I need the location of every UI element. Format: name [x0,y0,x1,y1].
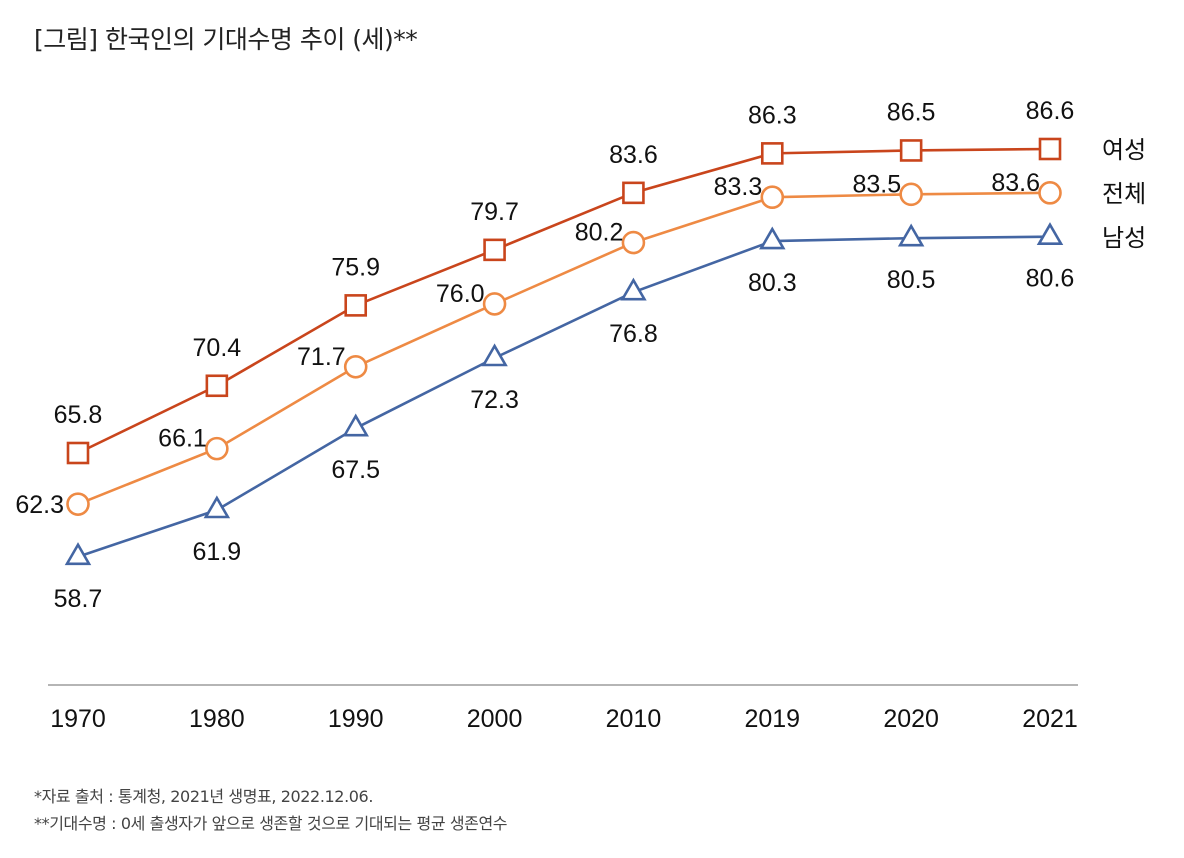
x-tick-label: 1990 [328,705,384,733]
circle-marker [760,185,785,210]
circle-marker [621,230,646,255]
triangle-marker [897,223,925,247]
x-tick-label: 1970 [50,705,106,733]
series-line-female [77,147,1051,455]
data-label-female: 70.4 [193,334,242,362]
triangle-marker [342,413,369,437]
data-label-male: 72.3 [470,386,519,414]
square-marker [483,238,506,262]
series-line-male [77,235,1051,559]
series-layer: 65.8 70.4 75.9 79.7 83.6 86.3 86.5 86.6 62.3 66.1… [15,97,1074,613]
circle-marker [205,436,229,461]
data-label-male: 80.5 [887,266,936,294]
data-label-total: 83.6 [991,169,1040,197]
data-label-female: 86.6 [1026,97,1075,125]
x-tick-label: 2019 [744,705,800,733]
data-label-male: 76.8 [609,320,658,348]
triangle-marker [481,343,508,367]
triangle-marker [203,495,231,519]
legend-item-male: 남성 [1102,224,1146,252]
data-label-total: 83.5 [852,170,901,198]
legend-item-female: 여성 [1102,136,1146,164]
data-label-total: 62.3 [15,491,64,519]
data-label-total: 83.3 [714,173,763,201]
square-marker [66,441,90,465]
x-tick-label: 1980 [189,705,245,733]
triangle-marker [759,226,786,250]
data-label-total: 80.2 [575,219,624,247]
data-label-female: 79.7 [470,198,519,226]
data-label-total: 66.1 [158,425,207,453]
x-tick-label: 2021 [1022,705,1078,733]
data-label-female: 65.8 [54,401,103,429]
square-marker [899,139,923,162]
series-line-total [77,191,1051,506]
data-label-female: 75.9 [331,253,380,281]
x-tick-label: 2010 [606,705,662,733]
data-label-female: 83.6 [609,141,658,169]
square-marker [622,181,645,205]
circle-marker [343,354,368,379]
circle-marker [1038,181,1062,205]
data-label-male: 67.5 [331,456,380,484]
triangle-marker [1036,222,1064,245]
circle-marker [899,182,923,207]
triangle-marker [64,542,92,566]
x-tick-labels: 1970 1980 1990 2000 2010 2019 2020 2021 [50,705,1078,733]
square-marker [344,294,368,317]
data-label-female: 86.3 [748,101,797,129]
triangle-marker [620,277,647,301]
x-tick-label: 2020 [883,705,939,733]
square-marker [205,374,229,398]
series-male: 58.7 61.9 67.5 72.3 76.8 80.3 80.5 80.6 [54,222,1075,613]
circle-marker [66,492,90,516]
data-label-total: 71.7 [297,343,346,371]
data-label-male: 80.3 [748,269,797,297]
square-marker [760,142,784,165]
x-tick-label: 2000 [467,705,523,733]
source-note: *자료 출처 : 통계청, 2021년 생명표, 2022.12.06. [34,787,374,806]
square-marker [1038,137,1062,161]
data-label-male: 61.9 [193,538,242,566]
data-label-total: 76.0 [436,280,485,308]
data-label-male: 58.7 [54,585,103,613]
chart-title: [그림] 한국인의 기대수명 추이 (세)** [34,25,418,54]
series-female: 65.8 70.4 75.9 79.7 83.6 86.3 86.5 86.6 [54,97,1075,465]
footnotes: *자료 출처 : 통계청, 2021년 생명표, 2022.12.06. **기… [34,783,508,837]
data-label-male: 80.6 [1026,265,1075,293]
legend-item-total: 전체 [1102,180,1146,208]
circle-marker [482,292,507,316]
definition-note: **기대수명 : 0세 출생자가 앞으로 생존할 것으로 기대되는 평균 생존연… [34,814,508,833]
data-label-female: 86.5 [887,98,936,126]
series-total: 62.3 66.1 71.7 76.0 80.2 83.3 83.5 83.6 [15,169,1062,519]
